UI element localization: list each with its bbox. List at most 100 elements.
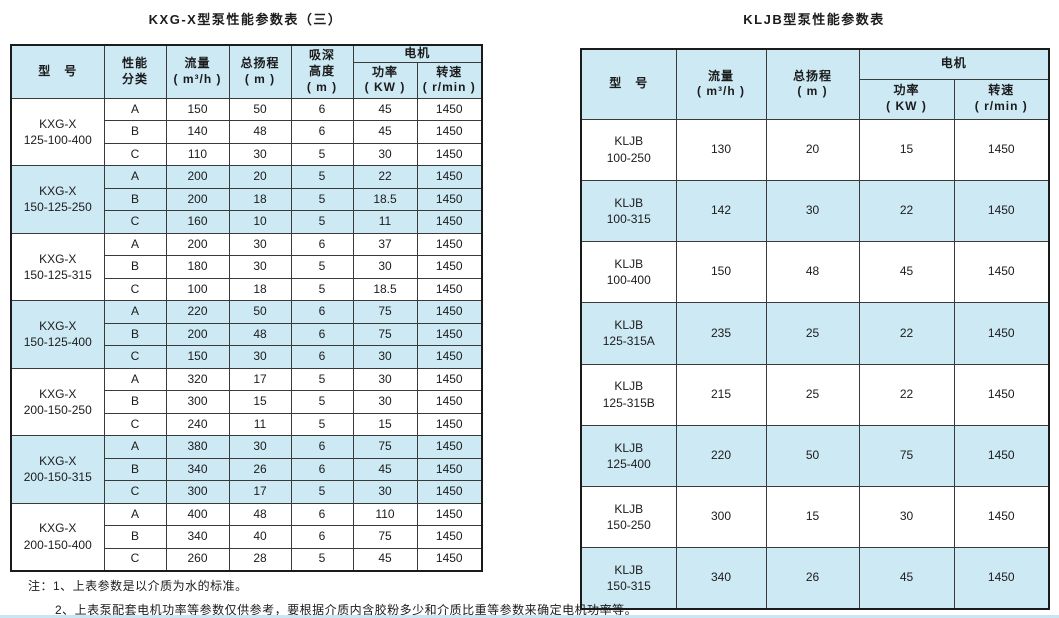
kxg-speed-cell: 1450: [416, 480, 483, 504]
kxg-power-cell: 45: [352, 457, 418, 482]
kxg-table-row: C 160 10 5 11 1450: [11, 210, 483, 234]
kxg-flow-cell: 150: [165, 97, 230, 122]
kxg-table-row: B 200 18 5 18.5 1450: [11, 187, 483, 212]
kxg-table-row: B 140 48 6 45 1450: [11, 120, 483, 144]
kljb-head-cell: 50: [765, 424, 860, 488]
kljb-table-row: KLJB 150-315 340 26 45 1450: [580, 547, 1050, 610]
kxg-head-cell: 17: [228, 367, 292, 392]
kxg-cls-cell: C: [103, 142, 167, 167]
kxg-cls-cell: B: [103, 457, 167, 482]
kxg-head-cell: 30: [228, 232, 292, 257]
kxg-table-title: KXG-X型泵性能参数表（三）: [148, 12, 343, 27]
kxg-table-row: B 180 30 5 30 1450: [11, 255, 483, 279]
kljb-header-model: 型 号: [580, 48, 677, 120]
kljb-head-cell: 25: [765, 302, 860, 365]
kxg-head-cell: 15: [228, 390, 292, 414]
kxg-head-cell: 50: [228, 97, 292, 122]
kljb-table-row: KLJB 150-250 300 15 30 1450: [580, 485, 1050, 549]
kxg-table-row: C 260 28 5 45 1450: [11, 547, 483, 572]
kxg-power-cell: 75: [352, 435, 418, 459]
kxg-head-cell: 18: [228, 277, 292, 302]
kxg-flow-cell: 200: [165, 322, 230, 347]
kxg-head-cell: 10: [228, 210, 292, 234]
kxg-suction-cell: 6: [290, 97, 354, 122]
kljb-head-cell: 25: [765, 363, 860, 426]
kljb-head-cell: 15: [765, 485, 860, 549]
kljb-speed-cell: 1450: [953, 547, 1050, 610]
kljb-flow-cell: 300: [675, 485, 767, 549]
kxg-table-row: KXG-X 150-125-315 A 200 30 6 37 1450: [10, 232, 483, 302]
kxg-model-cell: KXG-X 150-125-250: [10, 165, 105, 234]
kxg-suction-cell: 6: [290, 322, 354, 347]
kxg-model-cell: KXG-X 125-100-400: [10, 97, 105, 167]
kljb-power-cell: 22: [858, 302, 955, 365]
kxg-suction-cell: 6: [290, 457, 354, 482]
kxg-suction-cell: 5: [290, 277, 354, 302]
kxg-power-cell: 11: [352, 210, 418, 234]
kljb-model-cell: KLJB 150-315: [580, 547, 677, 610]
kxg-head-cell: 50: [228, 300, 292, 324]
kxg-cls-cell: C: [103, 345, 167, 369]
kxg-power-cell: 37: [352, 232, 418, 257]
kxg-speed-cell: 1450: [416, 345, 483, 369]
kxg-speed-cell: 1450: [416, 142, 483, 167]
kljb-flow-cell: 142: [675, 179, 767, 243]
kljb-head-cell: 26: [765, 547, 860, 610]
kljb-model-cell: KLJB 125-315B: [580, 363, 677, 426]
kxg-head-cell: 48: [228, 502, 292, 527]
kxg-cls-cell: A: [103, 165, 167, 189]
kxg-header-power: 功率 ( KW ): [352, 61, 418, 99]
kljb-table-header: 型 号 流量 ( m³/h ) 总扬程 ( m ) 电机 功率 ( KW ) 转…: [580, 48, 1050, 120]
kxg-speed-cell: 1450: [416, 300, 483, 324]
kxg-power-cell: 110: [352, 502, 418, 527]
kxg-head-cell: 48: [228, 120, 292, 144]
kxg-cls-cell: B: [103, 255, 167, 279]
kxg-table-row: C 300 17 5 30 1450: [11, 480, 483, 504]
kljb-speed-cell: 1450: [953, 240, 1050, 304]
kxg-model-cell: KXG-X 150-125-315: [10, 232, 105, 302]
kxg-flow-cell: 220: [165, 300, 230, 324]
kxg-power-cell: 45: [352, 97, 418, 122]
kxg-flow-cell: 400: [165, 502, 230, 527]
kljb-flow-cell: 340: [675, 547, 767, 610]
kljb-table-row: KLJB 100-250 130 20 15 1450: [580, 118, 1050, 181]
kxg-flow-cell: 110: [165, 142, 230, 167]
kxg-performance-table: 型 号 性能 分类 流量 ( m³/h ) 总扬程 ( m ) 吸深 高度 ( …: [10, 44, 484, 572]
kxg-model-cell: KXG-X 150-125-400: [10, 300, 105, 369]
kljb-header-head: 总扬程 ( m ): [765, 48, 860, 120]
kxg-power-cell: 22: [352, 165, 418, 189]
kxg-power-cell: 30: [352, 390, 418, 414]
kxg-speed-cell: 1450: [416, 210, 483, 234]
kljb-power-cell: 22: [858, 363, 955, 426]
kxg-speed-cell: 1450: [416, 97, 483, 122]
kxg-cls-cell: B: [103, 525, 167, 549]
kljb-table-row: KLJB 125-315A 235 25 22 1450: [580, 302, 1050, 365]
kxg-power-cell: 45: [352, 547, 418, 572]
kxg-speed-cell: 1450: [416, 187, 483, 212]
kxg-table-row: KXG-X 125-100-400 A 150 50 6 45 1450: [10, 97, 483, 167]
kljb-head-cell: 48: [765, 240, 860, 304]
kljb-flow-cell: 215: [675, 363, 767, 426]
kxg-speed-cell: 1450: [416, 367, 483, 392]
kxg-cls-cell: A: [103, 300, 167, 324]
kxg-cls-cell: B: [103, 187, 167, 212]
kxg-table-row: C 110 30 5 30 1450: [11, 142, 483, 167]
kxg-cls-cell: C: [103, 480, 167, 504]
kxg-power-cell: 30: [352, 367, 418, 392]
kxg-head-cell: 30: [228, 255, 292, 279]
kxg-flow-cell: 320: [165, 367, 230, 392]
kxg-head-cell: 30: [228, 345, 292, 369]
kxg-table-row: C 100 18 5 18.5 1450: [11, 277, 483, 302]
kljb-model-cell: KLJB 100-315: [580, 179, 677, 243]
kxg-suction-cell: 5: [290, 412, 354, 437]
kxg-suction-cell: 5: [290, 165, 354, 189]
kxg-suction-cell: 5: [290, 390, 354, 414]
kxg-suction-cell: 6: [290, 525, 354, 549]
kxg-head-cell: 30: [228, 142, 292, 167]
kxg-head-cell: 18: [228, 187, 292, 212]
kljb-table-row: KLJB 100-400 150 48 45 1450: [580, 240, 1050, 304]
kxg-speed-cell: 1450: [416, 457, 483, 482]
kxg-flow-cell: 300: [165, 480, 230, 504]
kljb-model-cell: KLJB 100-400: [580, 240, 677, 304]
kljb-table-row: KLJB 100-315 142 30 22 1450: [580, 179, 1050, 243]
